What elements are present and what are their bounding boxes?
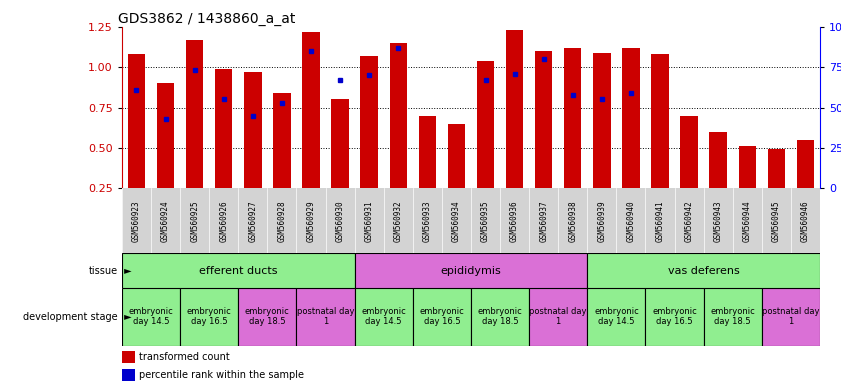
Text: GSM560927: GSM560927 [248, 200, 257, 242]
Bar [564, 48, 581, 228]
Text: embryonic
day 16.5: embryonic day 16.5 [187, 307, 231, 326]
Bar [244, 72, 262, 228]
Text: GSM560942: GSM560942 [685, 200, 694, 242]
Bar [477, 61, 495, 228]
Bar [796, 140, 814, 228]
Text: GSM560932: GSM560932 [394, 200, 403, 242]
Text: GSM560926: GSM560926 [220, 200, 228, 242]
Bar [355, 288, 413, 346]
Bar [122, 288, 180, 346]
Text: vas deferens: vas deferens [668, 266, 739, 276]
Text: GSM560923: GSM560923 [132, 200, 141, 242]
Text: embryonic
day 16.5: embryonic day 16.5 [420, 307, 464, 326]
Text: GSM560929: GSM560929 [306, 200, 315, 242]
Bar [331, 99, 349, 228]
Bar [471, 288, 529, 346]
Bar [645, 288, 704, 346]
Bar [361, 56, 378, 228]
Text: GSM560933: GSM560933 [423, 200, 431, 242]
Text: GSM560941: GSM560941 [655, 200, 664, 242]
Bar [296, 288, 355, 346]
Bar [180, 288, 238, 346]
Bar [529, 288, 587, 346]
Text: GSM560924: GSM560924 [161, 200, 170, 242]
Text: transformed count: transformed count [140, 352, 230, 362]
Text: GSM560925: GSM560925 [190, 200, 199, 242]
Text: epididymis: epididymis [441, 266, 501, 276]
Bar [505, 30, 523, 228]
Bar [389, 43, 407, 228]
Text: GDS3862 / 1438860_a_at: GDS3862 / 1438860_a_at [119, 12, 296, 26]
Text: ►: ► [121, 266, 132, 276]
Bar [768, 149, 785, 228]
Text: embryonic
day 18.5: embryonic day 18.5 [478, 307, 522, 326]
Text: GSM560943: GSM560943 [714, 200, 722, 242]
Bar [680, 116, 698, 228]
Text: postnatal day
1: postnatal day 1 [530, 307, 587, 326]
Bar [587, 253, 820, 288]
Bar [122, 351, 135, 363]
Text: efferent ducts: efferent ducts [199, 266, 278, 276]
Bar [738, 146, 756, 228]
Text: GSM560938: GSM560938 [569, 200, 577, 242]
Bar [215, 69, 232, 228]
Text: GSM560937: GSM560937 [539, 200, 548, 242]
Bar [156, 83, 174, 228]
Bar [419, 116, 436, 228]
Text: GSM560945: GSM560945 [772, 200, 780, 242]
Text: percentile rank within the sample: percentile rank within the sample [140, 370, 304, 380]
Bar [651, 54, 669, 228]
Text: ►: ► [121, 312, 132, 322]
Bar [622, 48, 640, 228]
Text: GSM560934: GSM560934 [452, 200, 461, 242]
Text: embryonic
day 16.5: embryonic day 16.5 [652, 307, 697, 326]
Text: GSM560939: GSM560939 [597, 200, 606, 242]
Bar [413, 288, 471, 346]
Bar [535, 51, 553, 228]
Text: GSM560946: GSM560946 [801, 200, 810, 242]
Text: GSM560944: GSM560944 [743, 200, 752, 242]
Bar [587, 288, 645, 346]
Bar [593, 53, 611, 228]
Bar [355, 253, 587, 288]
Bar [128, 54, 145, 228]
Bar [762, 288, 820, 346]
Bar [273, 93, 291, 228]
Bar [447, 124, 465, 228]
Text: GSM560928: GSM560928 [278, 200, 287, 242]
Bar [710, 132, 727, 228]
Text: embryonic
day 18.5: embryonic day 18.5 [245, 307, 290, 326]
Bar [122, 369, 135, 381]
Text: GSM560936: GSM560936 [510, 200, 519, 242]
Bar [704, 288, 762, 346]
Text: GSM560940: GSM560940 [627, 200, 636, 242]
Text: embryonic
day 14.5: embryonic day 14.5 [594, 307, 639, 326]
Text: embryonic
day 14.5: embryonic day 14.5 [129, 307, 173, 326]
Text: tissue: tissue [88, 266, 118, 276]
Text: embryonic
day 14.5: embryonic day 14.5 [362, 307, 406, 326]
Text: postnatal day
1: postnatal day 1 [762, 307, 820, 326]
Text: GSM560930: GSM560930 [336, 200, 345, 242]
Bar [238, 288, 296, 346]
Text: GSM560931: GSM560931 [365, 200, 373, 242]
Bar [302, 32, 320, 228]
Text: GSM560935: GSM560935 [481, 200, 490, 242]
Text: postnatal day
1: postnatal day 1 [297, 307, 354, 326]
Text: embryonic
day 18.5: embryonic day 18.5 [711, 307, 755, 326]
Bar [122, 253, 355, 288]
Text: development stage: development stage [23, 312, 118, 322]
Bar [186, 40, 204, 228]
